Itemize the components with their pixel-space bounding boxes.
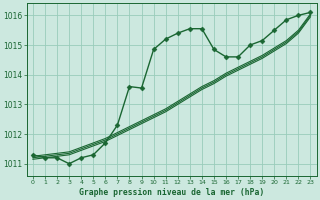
X-axis label: Graphe pression niveau de la mer (hPa): Graphe pression niveau de la mer (hPa) [79,188,264,197]
